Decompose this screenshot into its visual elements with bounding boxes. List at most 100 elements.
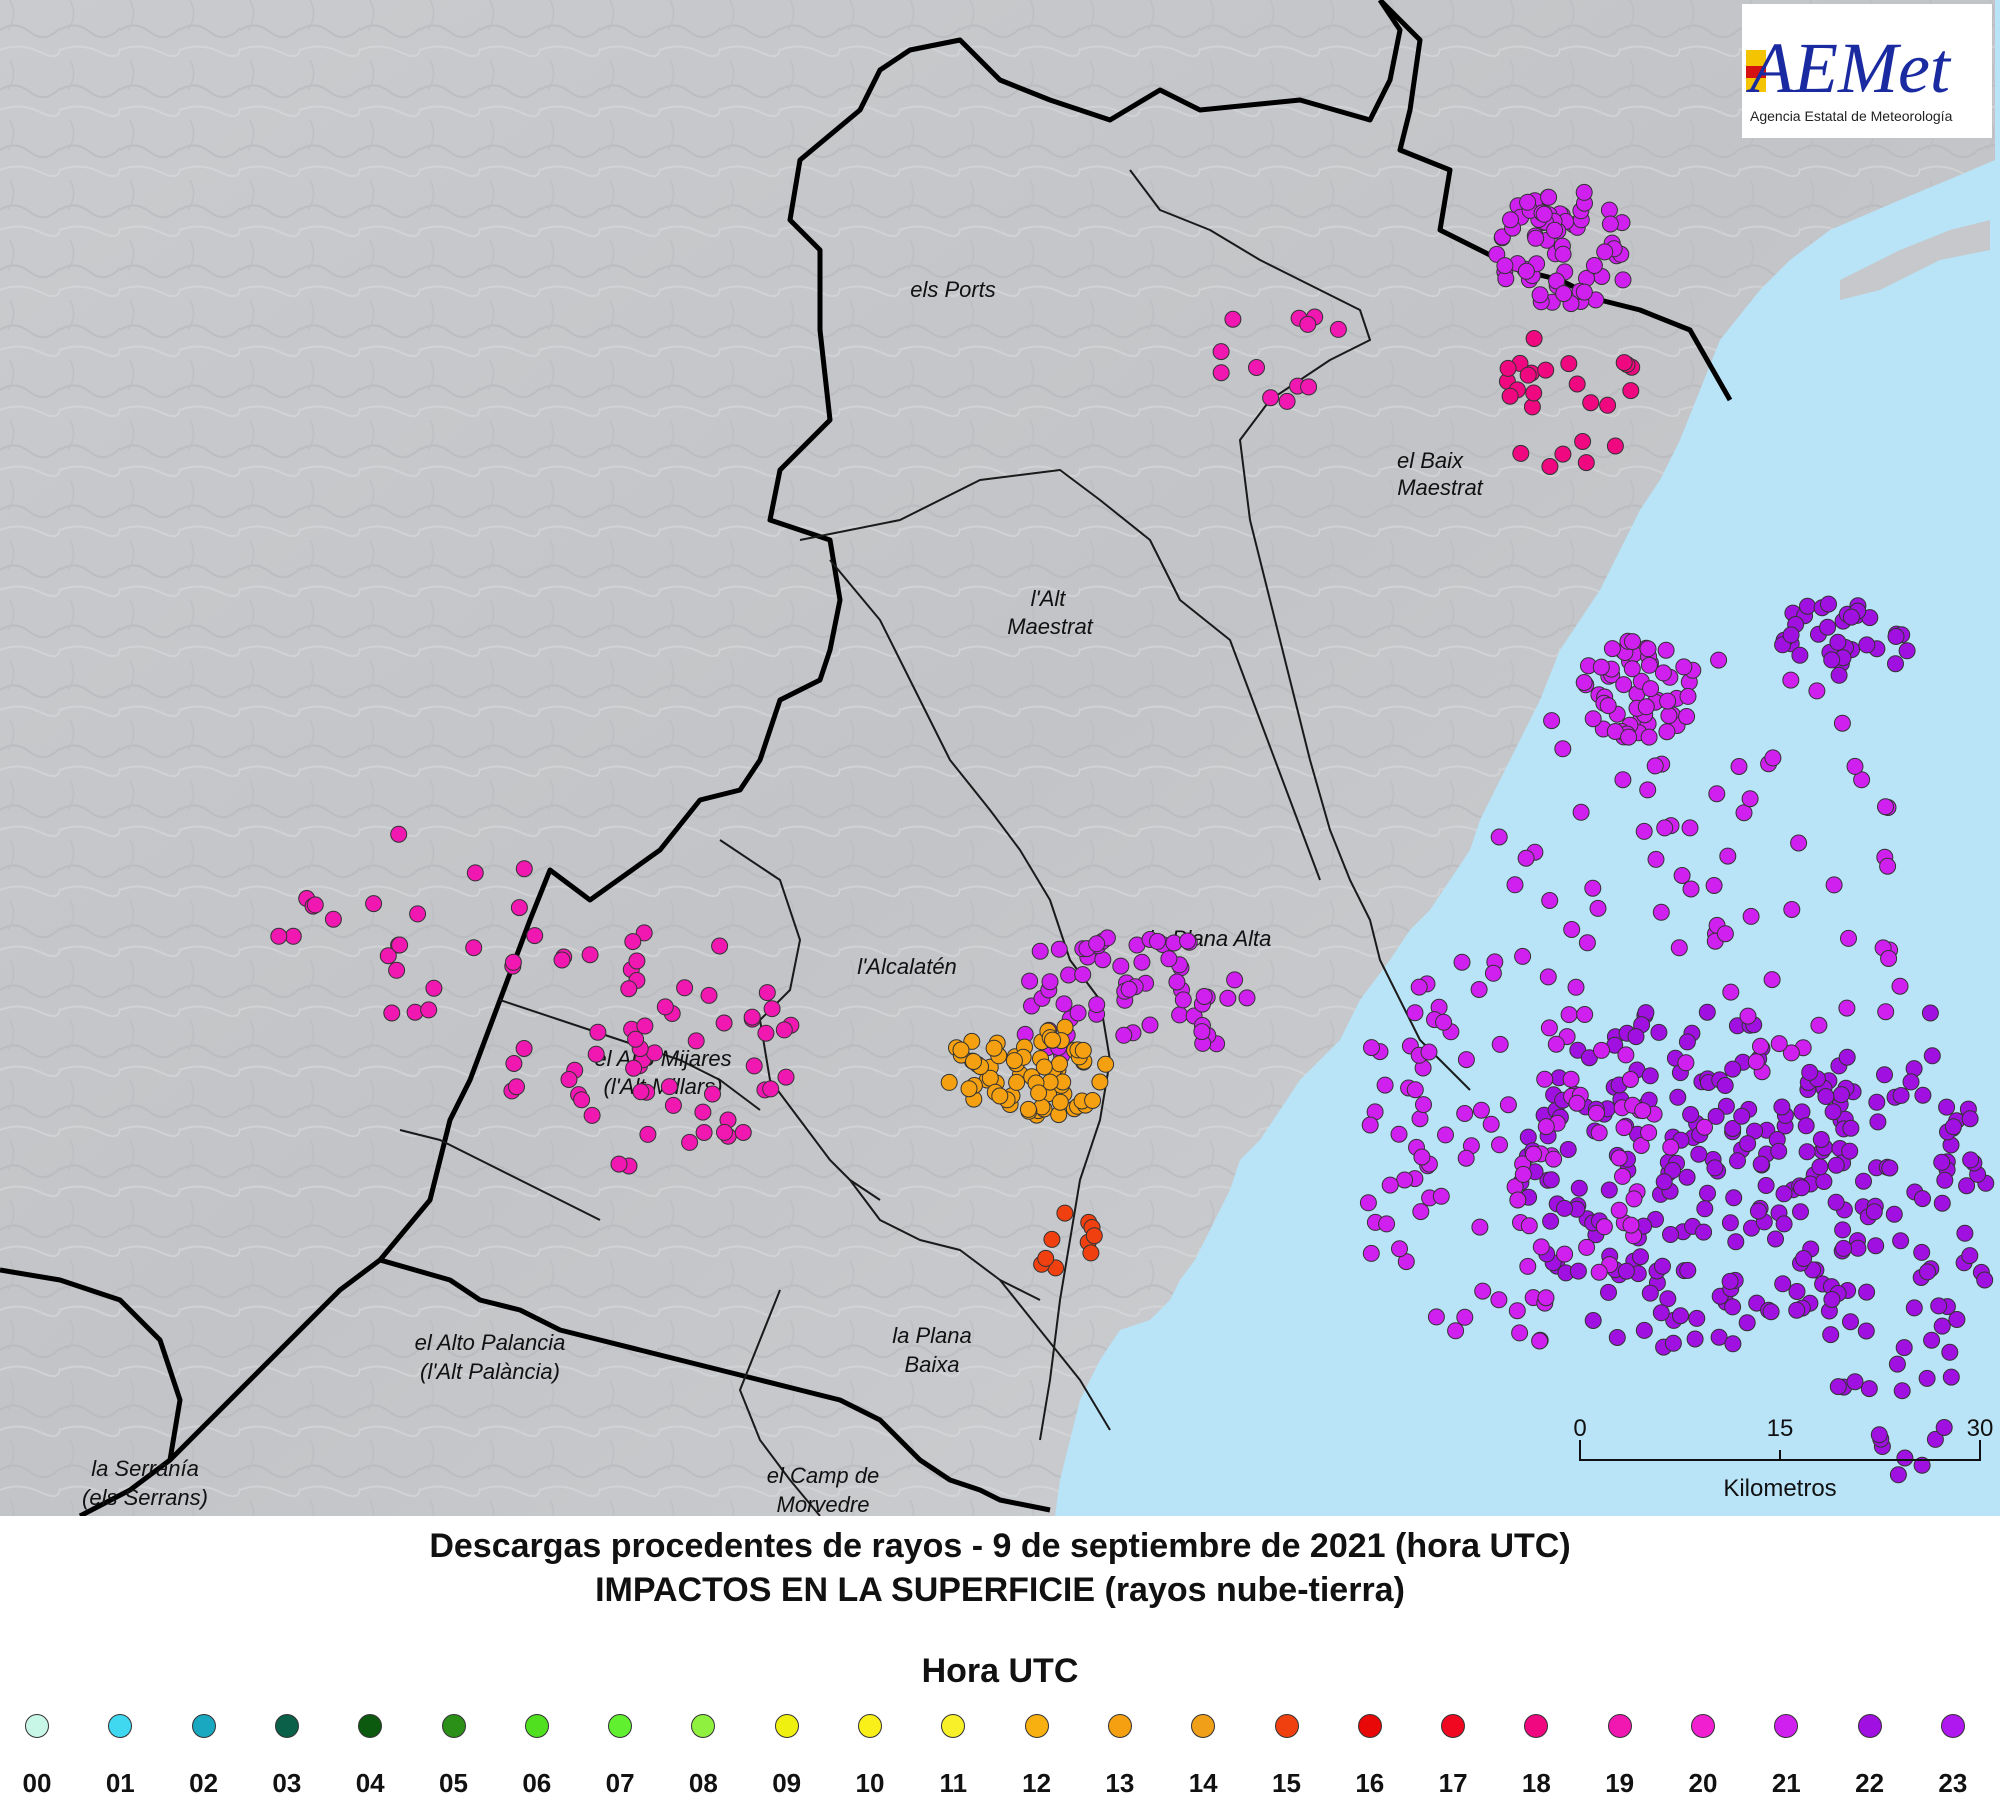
strike-marker bbox=[1562, 1070, 1580, 1088]
strike-marker bbox=[1930, 1297, 1948, 1315]
strike-marker bbox=[1499, 359, 1517, 377]
strike-marker bbox=[1541, 892, 1559, 909]
strike-marker bbox=[1763, 971, 1781, 989]
strike-marker bbox=[1752, 1037, 1769, 1055]
strike-marker bbox=[1517, 262, 1535, 280]
strike-marker bbox=[1262, 389, 1280, 407]
strike-marker bbox=[1793, 1179, 1811, 1197]
legend-item-10: 10 bbox=[830, 1714, 910, 1799]
strike-marker bbox=[1670, 939, 1688, 957]
strike-marker bbox=[1699, 1184, 1716, 1202]
strike-marker bbox=[1514, 947, 1532, 965]
strike-marker bbox=[1622, 1216, 1640, 1234]
strike-marker bbox=[1074, 1041, 1092, 1059]
strike-marker bbox=[1678, 708, 1696, 725]
legend-label-08: 08 bbox=[688, 1768, 718, 1798]
strike-marker bbox=[1575, 283, 1593, 301]
legend-label-18: 18 bbox=[1521, 1768, 1551, 1798]
strike-marker bbox=[1775, 1185, 1793, 1203]
strike-marker bbox=[1696, 1118, 1713, 1136]
strike-marker bbox=[1624, 633, 1641, 651]
strike-marker bbox=[1857, 1322, 1875, 1340]
strike-marker bbox=[1555, 285, 1573, 303]
strike-marker bbox=[1669, 1088, 1687, 1106]
strike-marker bbox=[1614, 271, 1632, 289]
legend-label-07: 07 bbox=[605, 1768, 635, 1798]
legend-label-17: 17 bbox=[1438, 1768, 1468, 1798]
legend-swatch-19 bbox=[1607, 1714, 1632, 1738]
strike-marker bbox=[1690, 1145, 1708, 1163]
strike-marker bbox=[757, 1024, 775, 1042]
legend-label-11: 11 bbox=[939, 1768, 968, 1798]
strike-marker bbox=[1576, 1006, 1594, 1023]
strike-marker bbox=[1918, 1369, 1936, 1387]
strike-marker bbox=[1923, 1047, 1941, 1065]
strike-marker bbox=[632, 1083, 650, 1101]
strike-marker bbox=[1412, 1203, 1430, 1221]
strike-marker bbox=[1858, 636, 1876, 654]
strike-marker bbox=[1508, 1302, 1526, 1320]
legend-item-06: 06 bbox=[497, 1714, 577, 1799]
strike-marker bbox=[1976, 1271, 1994, 1289]
strike-marker bbox=[1539, 968, 1557, 986]
strike-marker bbox=[1664, 1334, 1682, 1352]
strike-marker bbox=[390, 825, 408, 843]
strike-marker bbox=[1801, 1063, 1819, 1081]
strike-marker bbox=[1913, 1243, 1931, 1261]
strike-marker bbox=[1540, 1019, 1558, 1037]
strike-marker bbox=[420, 1001, 438, 1019]
region-baix-maestrat-line2: Maestrat bbox=[1397, 475, 1483, 500]
strike-marker bbox=[681, 1133, 699, 1151]
strike-marker bbox=[1570, 1179, 1588, 1197]
strike-marker bbox=[1846, 1373, 1864, 1391]
strike-marker bbox=[1447, 1322, 1465, 1340]
strike-marker bbox=[1582, 394, 1600, 412]
strike-marker bbox=[1705, 877, 1723, 894]
map-title: Descargas procedentes de rayos - 9 de se… bbox=[0, 1524, 2000, 1612]
strike-marker bbox=[1834, 1221, 1852, 1239]
strike-marker bbox=[504, 953, 522, 971]
strike-marker bbox=[1482, 1115, 1500, 1133]
legend-swatch-00 bbox=[25, 1714, 49, 1738]
strike-marker bbox=[1891, 977, 1909, 995]
strike-marker bbox=[1415, 1096, 1432, 1114]
strike-marker bbox=[1238, 989, 1256, 1007]
strike-marker bbox=[1592, 658, 1610, 676]
strike-marker bbox=[1525, 384, 1543, 402]
legend-label-20: 20 bbox=[1688, 1768, 1718, 1798]
legend-swatch-20 bbox=[1691, 1714, 1715, 1738]
legend-item-15: 15 bbox=[1247, 1714, 1327, 1799]
strike-marker bbox=[1657, 641, 1675, 659]
strike-marker bbox=[1376, 1076, 1394, 1094]
strike-marker bbox=[1547, 1035, 1565, 1053]
strike-marker bbox=[1537, 1289, 1555, 1307]
strike-marker bbox=[1724, 1120, 1742, 1137]
strike-marker bbox=[1603, 640, 1621, 658]
strike-marker bbox=[1710, 651, 1728, 669]
strike-marker bbox=[1457, 1051, 1475, 1069]
strike-marker bbox=[1678, 1168, 1696, 1186]
strike-marker bbox=[1662, 1226, 1679, 1243]
strike-marker bbox=[1659, 1290, 1677, 1308]
strike-marker bbox=[1672, 1307, 1689, 1325]
strike-marker bbox=[1764, 749, 1782, 767]
region-alto-mijares-line1: el Alto Mijares bbox=[594, 1046, 731, 1071]
strike-marker bbox=[1531, 1332, 1549, 1350]
scale-tick-0: 0 bbox=[1573, 1415, 1586, 1442]
strike-marker bbox=[1248, 359, 1265, 376]
strike-marker bbox=[1767, 1230, 1784, 1248]
strike-marker bbox=[1819, 618, 1837, 636]
strike-marker bbox=[1879, 857, 1897, 875]
region-plana-baixa-line2: Baixa bbox=[904, 1352, 959, 1377]
strike-marker bbox=[306, 896, 324, 914]
legend-label-15: 15 bbox=[1272, 1768, 1301, 1798]
strike-marker bbox=[581, 946, 599, 964]
strike-marker bbox=[1608, 1329, 1626, 1346]
strike-marker bbox=[1531, 286, 1549, 304]
strike-marker bbox=[1914, 1086, 1932, 1104]
strike-marker bbox=[1568, 375, 1586, 393]
strike-marker bbox=[508, 1078, 525, 1096]
strike-marker bbox=[1456, 1105, 1474, 1122]
strike-marker bbox=[1535, 205, 1553, 223]
strike-marker bbox=[1519, 366, 1537, 384]
